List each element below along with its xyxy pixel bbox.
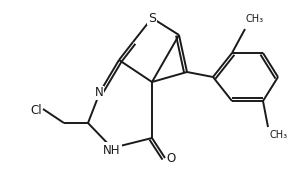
Text: O: O [166, 151, 176, 164]
Text: CH₃: CH₃ [269, 130, 287, 140]
Text: N: N [95, 87, 103, 100]
Text: CH₃: CH₃ [246, 14, 264, 24]
Text: Cl: Cl [30, 103, 42, 116]
Text: NH: NH [103, 143, 121, 156]
Text: S: S [148, 11, 156, 25]
